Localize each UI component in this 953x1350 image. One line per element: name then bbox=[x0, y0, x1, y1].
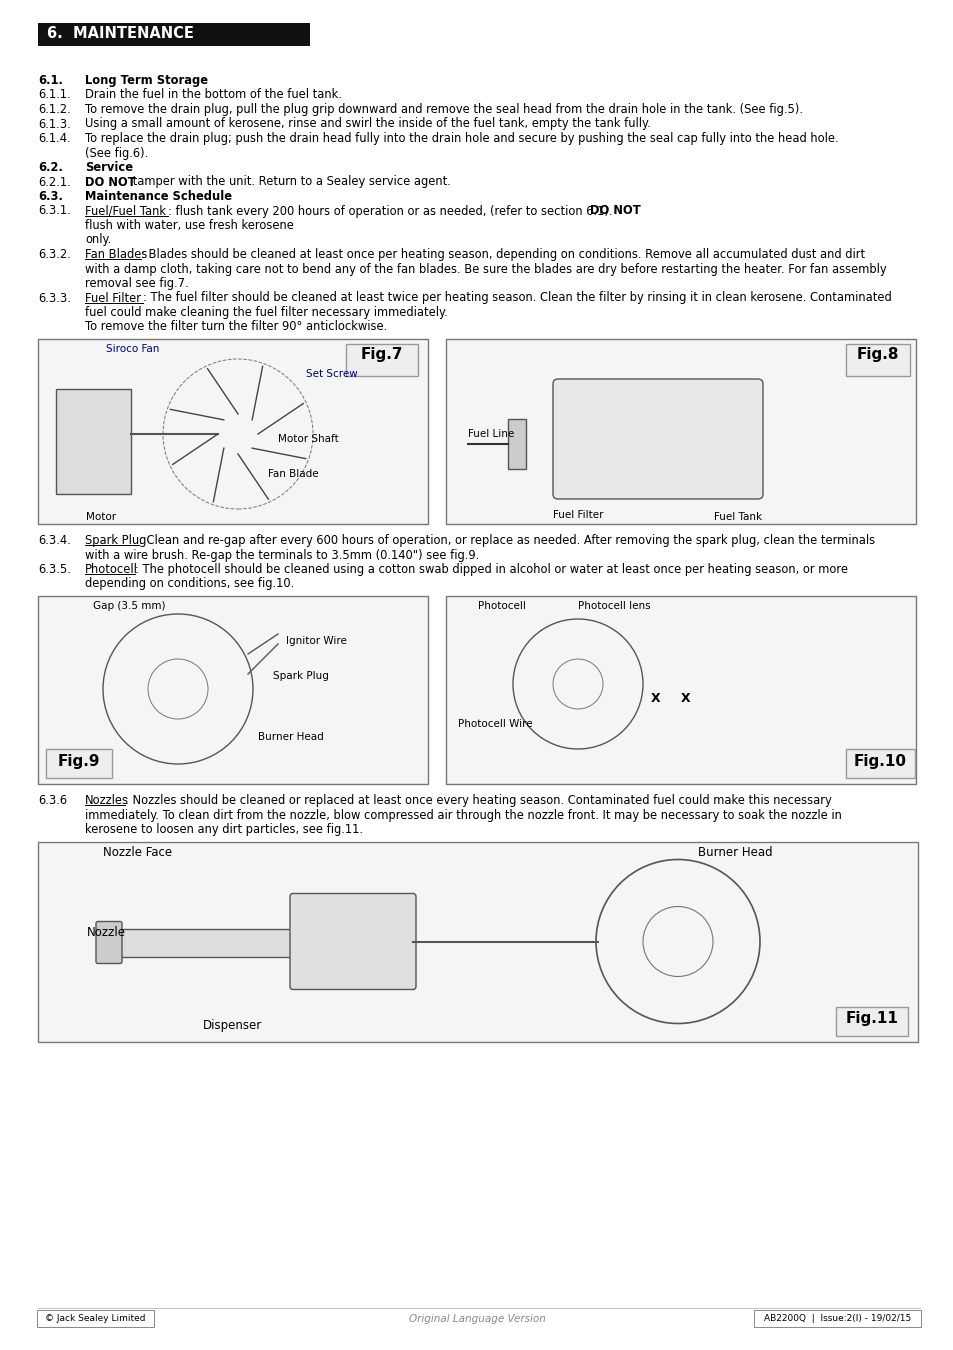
Text: Using a small amount of kerosene, rinse and swirl the inside of the fuel tank, e: Using a small amount of kerosene, rinse … bbox=[85, 117, 650, 131]
Text: Spark Plug: Spark Plug bbox=[273, 671, 329, 680]
Text: Fig.7: Fig.7 bbox=[360, 347, 403, 362]
Text: flush with water, use fresh kerosene: flush with water, use fresh kerosene bbox=[85, 219, 294, 232]
Text: 6.2.: 6.2. bbox=[38, 161, 63, 174]
Text: Fuel/Fuel Tank: Fuel/Fuel Tank bbox=[85, 204, 166, 217]
Text: immediately. To clean dirt from the nozzle, blow compressed air through the nozz: immediately. To clean dirt from the nozz… bbox=[85, 809, 841, 822]
Text: 6.3.3.: 6.3.3. bbox=[38, 292, 71, 305]
Text: AB2200Q  |  Issue:2(I) - 19/02/15: AB2200Q | Issue:2(I) - 19/02/15 bbox=[763, 1314, 911, 1323]
Text: To remove the drain plug, pull the plug grip downward and remove the seal head f: To remove the drain plug, pull the plug … bbox=[85, 103, 802, 116]
Text: Drain the fuel in the bottom of the fuel tank.: Drain the fuel in the bottom of the fuel… bbox=[85, 89, 341, 101]
Text: Photocell lens: Photocell lens bbox=[578, 601, 650, 612]
Text: Maintenance Schedule: Maintenance Schedule bbox=[85, 190, 232, 202]
Text: DO NOT: DO NOT bbox=[585, 204, 640, 217]
Text: : Clean and re-gap after every 600 hours of operation, or replace as needed. Aft: : Clean and re-gap after every 600 hours… bbox=[139, 535, 874, 547]
Text: 6.1.: 6.1. bbox=[38, 74, 63, 86]
Text: : The photocell should be cleaned using a cotton swab dipped in alcohol or water: : The photocell should be cleaned using … bbox=[135, 563, 847, 576]
Text: 6.1.1.: 6.1.1. bbox=[38, 89, 71, 101]
Text: Burner Head: Burner Head bbox=[698, 846, 772, 860]
Text: tamper with the unit. Return to a Sealey service agent.: tamper with the unit. Return to a Sealey… bbox=[129, 176, 451, 189]
Text: : Nozzles should be cleaned or replaced at least once every heating season. Cont: : Nozzles should be cleaned or replaced … bbox=[125, 794, 831, 807]
Text: Fig.10: Fig.10 bbox=[853, 755, 905, 770]
FancyBboxPatch shape bbox=[96, 922, 122, 964]
Text: Gap (3.5 mm): Gap (3.5 mm) bbox=[92, 601, 165, 612]
Text: Photocell: Photocell bbox=[85, 563, 138, 576]
Text: 6.2.1.: 6.2.1. bbox=[38, 176, 71, 189]
Text: Nozzle: Nozzle bbox=[87, 926, 126, 940]
Text: Siroco Fan: Siroco Fan bbox=[106, 344, 159, 354]
FancyBboxPatch shape bbox=[346, 344, 417, 377]
FancyBboxPatch shape bbox=[835, 1007, 907, 1035]
Bar bbox=[38, 23, 310, 46]
Text: Burner Head: Burner Head bbox=[257, 732, 323, 742]
Text: X: X bbox=[651, 693, 660, 705]
Bar bbox=[56, 389, 131, 494]
Text: Ignitor Wire: Ignitor Wire bbox=[286, 636, 347, 647]
Text: : The fuel filter should be cleaned at least twice per heating season. Clean the: : The fuel filter should be cleaned at l… bbox=[143, 292, 891, 305]
Text: To remove the filter turn the filter 90° anticlockwise.: To remove the filter turn the filter 90°… bbox=[85, 320, 387, 333]
Text: 6.1.3.: 6.1.3. bbox=[38, 117, 71, 131]
Text: Spark Plug: Spark Plug bbox=[85, 535, 146, 547]
Text: Fuel Filter: Fuel Filter bbox=[85, 292, 141, 305]
Text: 6.  MAINTENANCE: 6. MAINTENANCE bbox=[47, 26, 193, 40]
Text: 6.3.4.: 6.3.4. bbox=[38, 535, 71, 547]
Text: Fuel Tank: Fuel Tank bbox=[713, 512, 761, 522]
FancyBboxPatch shape bbox=[46, 749, 112, 778]
Text: 6.3.1.: 6.3.1. bbox=[38, 204, 71, 217]
Bar bbox=[446, 595, 915, 784]
Text: 6.3.5.: 6.3.5. bbox=[38, 563, 71, 576]
Text: Fuel Line: Fuel Line bbox=[468, 429, 514, 439]
Text: X: X bbox=[680, 693, 690, 705]
Bar bbox=[38, 339, 428, 524]
Text: Original Language Version: Original Language Version bbox=[408, 1314, 545, 1324]
Text: Service: Service bbox=[85, 161, 132, 174]
Text: 6.1.2.: 6.1.2. bbox=[38, 103, 71, 116]
Text: depending on conditions, see fig.10.: depending on conditions, see fig.10. bbox=[85, 578, 294, 590]
Text: Fig.8: Fig.8 bbox=[856, 347, 899, 362]
Text: with a wire brush. Re-gap the terminals to 3.5mm (0.140") see fig.9.: with a wire brush. Re-gap the terminals … bbox=[85, 548, 478, 562]
Text: Fan Blade: Fan Blade bbox=[268, 468, 318, 479]
Text: Nozzle Face: Nozzle Face bbox=[103, 846, 172, 860]
Text: Set Screw: Set Screw bbox=[306, 369, 357, 379]
Text: fuel could make cleaning the fuel filter necessary immediately.: fuel could make cleaning the fuel filter… bbox=[85, 306, 447, 319]
FancyBboxPatch shape bbox=[290, 894, 416, 990]
FancyBboxPatch shape bbox=[845, 749, 914, 778]
Text: 6.3.2.: 6.3.2. bbox=[38, 248, 71, 261]
Text: Fig.9: Fig.9 bbox=[58, 755, 100, 770]
Text: Photocell Wire: Photocell Wire bbox=[457, 720, 532, 729]
Text: kerosene to loosen any dirt particles, see fig.11.: kerosene to loosen any dirt particles, s… bbox=[85, 824, 363, 836]
FancyBboxPatch shape bbox=[845, 344, 909, 377]
Text: Nozzles: Nozzles bbox=[85, 794, 129, 807]
Bar bbox=[38, 595, 428, 784]
Text: removal see fig.7.: removal see fig.7. bbox=[85, 277, 189, 290]
Text: 6.3.: 6.3. bbox=[38, 190, 63, 202]
Bar bbox=[118, 929, 297, 957]
Text: 6.3.6: 6.3.6 bbox=[38, 794, 67, 807]
Text: To replace the drain plug; push the drain head fully into the drain hole and sec: To replace the drain plug; push the drai… bbox=[85, 132, 838, 144]
Text: Fan Blades: Fan Blades bbox=[85, 248, 147, 261]
Text: Motor: Motor bbox=[86, 512, 116, 522]
Bar bbox=[446, 339, 915, 524]
Text: Dispenser: Dispenser bbox=[203, 1019, 262, 1033]
Text: only.: only. bbox=[85, 234, 112, 247]
FancyBboxPatch shape bbox=[753, 1310, 920, 1327]
Text: : Blades should be cleaned at least once per heating season, depending on condit: : Blades should be cleaned at least once… bbox=[141, 248, 864, 261]
Text: : flush tank every 200 hours of operation or as needed, (refer to section 6.1).: : flush tank every 200 hours of operatio… bbox=[168, 204, 612, 217]
Text: Fig.11: Fig.11 bbox=[844, 1011, 898, 1026]
Bar bbox=[38, 841, 917, 1041]
Text: Photocell: Photocell bbox=[477, 601, 525, 612]
FancyBboxPatch shape bbox=[553, 379, 762, 500]
Text: Long Term Storage: Long Term Storage bbox=[85, 74, 208, 86]
Text: © Jack Sealey Limited: © Jack Sealey Limited bbox=[45, 1314, 145, 1323]
Text: Motor Shaft: Motor Shaft bbox=[277, 433, 338, 444]
Text: DO NOT: DO NOT bbox=[85, 176, 135, 189]
Text: with a damp cloth, taking care not to bend any of the fan blades. Be sure the bl: with a damp cloth, taking care not to be… bbox=[85, 262, 885, 275]
FancyBboxPatch shape bbox=[37, 1310, 153, 1327]
Text: Fuel Filter: Fuel Filter bbox=[552, 510, 602, 520]
Bar bbox=[507, 418, 525, 468]
Text: (See fig.6).: (See fig.6). bbox=[85, 147, 148, 159]
Text: 6.1.4.: 6.1.4. bbox=[38, 132, 71, 144]
